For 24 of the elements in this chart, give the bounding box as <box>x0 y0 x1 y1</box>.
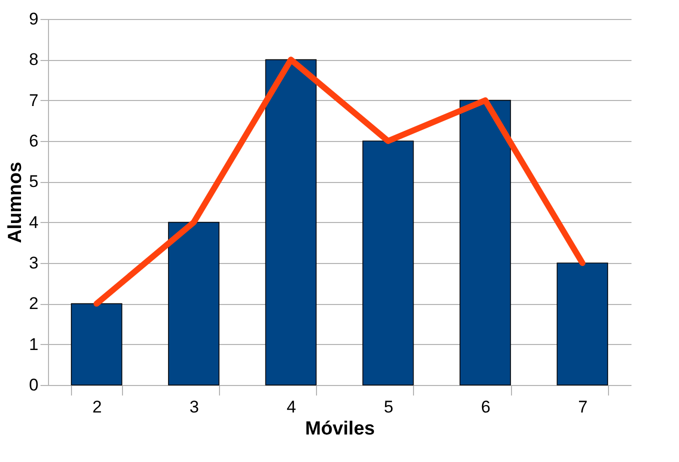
x-tick-label: 3 <box>190 398 199 416</box>
y-tick-label: 3 <box>29 254 38 272</box>
bar <box>265 59 317 386</box>
x-tick-label: 4 <box>286 398 296 416</box>
y-tick-label: 2 <box>29 294 38 314</box>
y-tick-label: 9 <box>29 10 38 28</box>
bar <box>460 100 511 386</box>
x-tick-label: 5 <box>384 398 394 416</box>
bar <box>70 303 122 386</box>
bar <box>556 262 608 386</box>
y-axis-title: Alumnos <box>5 162 26 244</box>
x-tick-label: 6 <box>481 398 490 416</box>
y-tick-label: 4 <box>29 212 38 232</box>
y-tick-label: 1 <box>29 334 38 354</box>
y-tick-label: 8 <box>29 50 38 70</box>
x-tick-label: 2 <box>92 398 102 416</box>
x-axis-title: Móviles <box>305 418 375 440</box>
y-tick-label: 6 <box>29 132 38 150</box>
bar <box>168 222 220 386</box>
y-tick-label: 5 <box>29 172 38 192</box>
x-tick-label: 7 <box>578 398 588 416</box>
y-tick-label: 7 <box>29 90 38 110</box>
y-tick-label: 0 <box>29 376 38 394</box>
bar <box>362 140 414 386</box>
